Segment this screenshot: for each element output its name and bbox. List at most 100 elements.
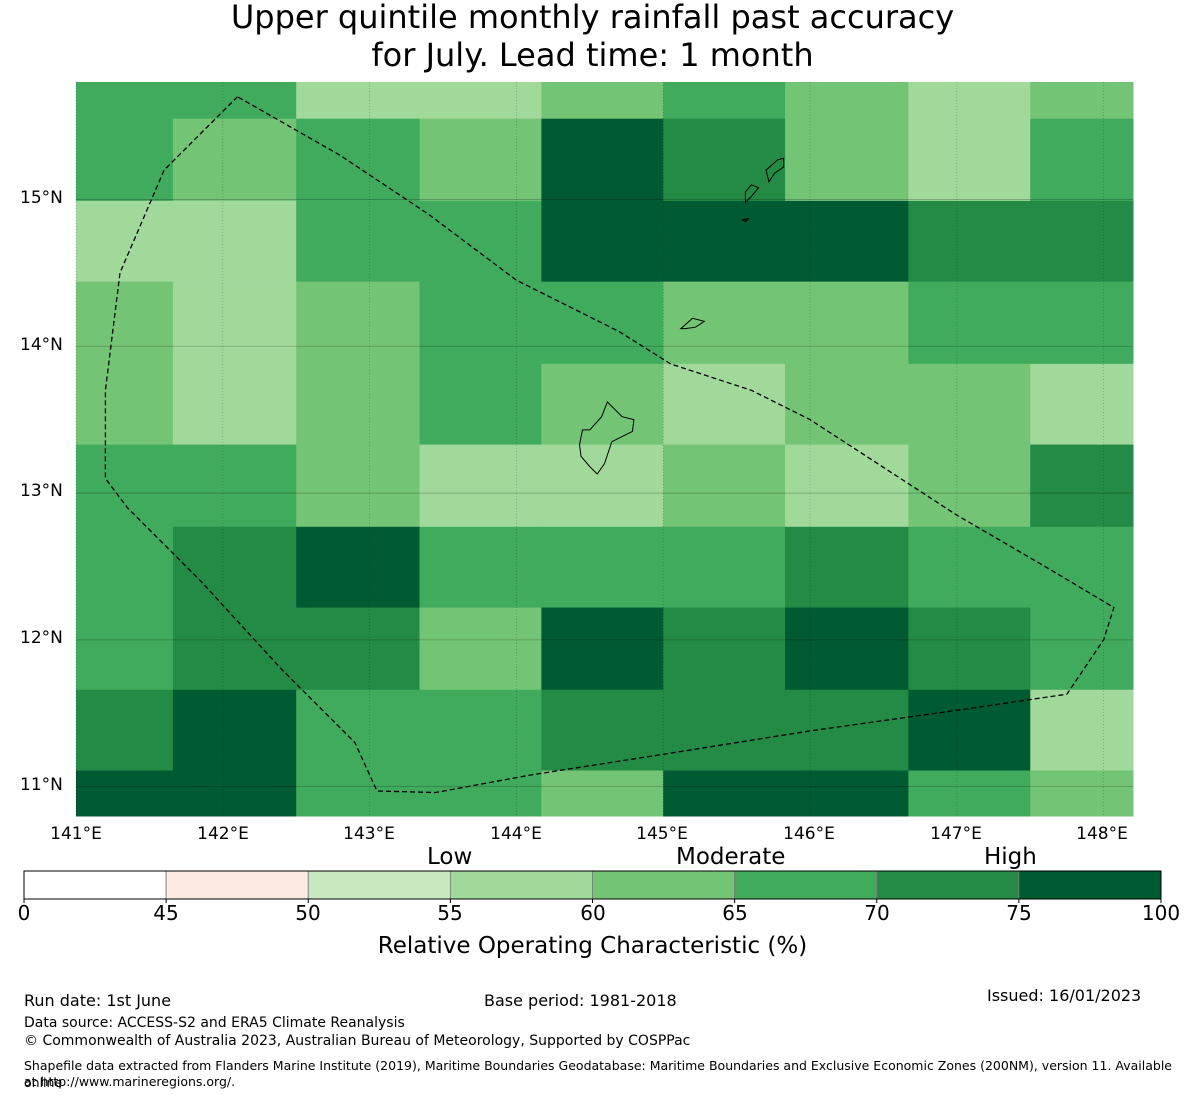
grid-cell-r9-c0 bbox=[76, 770, 174, 817]
grid-cell-r6-c0 bbox=[76, 526, 174, 609]
grid-cell-r8-c7 bbox=[908, 689, 1031, 771]
grid-cell-r0-c8 bbox=[1030, 82, 1134, 120]
grid-cell-r4-c0 bbox=[76, 363, 174, 446]
grid-cell-r2-c5 bbox=[663, 200, 786, 283]
grid-cell-r0-c1 bbox=[172, 82, 297, 120]
grid-cell-r9-c6 bbox=[785, 770, 909, 817]
grid-cell-r7-c1 bbox=[172, 607, 297, 691]
grid-cell-r3-c0 bbox=[76, 281, 174, 365]
colorbar-tick-70: 70 bbox=[864, 901, 890, 925]
colorbar-segment-7 bbox=[1018, 870, 1162, 900]
grid-cell-r4-c2 bbox=[296, 363, 421, 446]
colorbar-segment-1 bbox=[165, 870, 309, 900]
grid-cell-r7-c8 bbox=[1030, 607, 1134, 691]
colorbar-segment-3 bbox=[449, 870, 593, 900]
lon-label-147e: 147°E bbox=[930, 824, 982, 844]
grid-cell-r3-c2 bbox=[296, 281, 421, 365]
category-high: High bbox=[984, 844, 1037, 870]
colorbar-segment-6 bbox=[876, 870, 1020, 900]
grid-cell-r2-c8 bbox=[1030, 200, 1134, 283]
grid-cell-r6-c1 bbox=[172, 526, 297, 609]
grid-cell-r9-c7 bbox=[908, 770, 1031, 817]
grid-cell-r8-c4 bbox=[541, 689, 664, 771]
island-guam bbox=[578, 401, 635, 475]
graticule-layer bbox=[75, 82, 1133, 816]
grid-cell-r5-c6 bbox=[785, 444, 909, 528]
grid-cell-r2-c4 bbox=[541, 200, 664, 283]
colorbar bbox=[23, 870, 1162, 903]
grid-cell-r9-c3 bbox=[419, 770, 542, 817]
grid-cell-r8-c6 bbox=[785, 689, 909, 771]
copyright: © Commonwealth of Australia 2023, Austra… bbox=[24, 1033, 691, 1049]
island-aguijan bbox=[741, 217, 751, 223]
grid-cell-r4-c6 bbox=[785, 363, 909, 446]
shapefile-credit-line1: Shapefile data extracted from Flanders M… bbox=[24, 1058, 1172, 1090]
grid-cell-r6-c4 bbox=[541, 526, 664, 609]
grid-cells-layer bbox=[76, 82, 1134, 817]
grid-cell-r3-c6 bbox=[785, 281, 909, 365]
grid-cell-r9-c8 bbox=[1030, 770, 1134, 817]
lon-label-146e: 146°E bbox=[783, 824, 835, 844]
grid-cell-r4-c8 bbox=[1030, 363, 1134, 446]
grid-cell-r1-c8 bbox=[1030, 118, 1134, 202]
lon-label-142e: 142°E bbox=[197, 824, 249, 844]
grid-cell-r2-c2 bbox=[296, 200, 421, 283]
island-rota bbox=[679, 317, 706, 330]
category-moderate: Moderate bbox=[676, 844, 786, 870]
islands-layer bbox=[578, 157, 785, 475]
grid-cell-r1-c4 bbox=[541, 118, 664, 202]
grid-cell-r1-c7 bbox=[908, 118, 1031, 202]
grid-cell-r5-c8 bbox=[1030, 444, 1134, 528]
grid-cell-r7-c6 bbox=[785, 607, 909, 691]
grid-cell-r0-c7 bbox=[908, 82, 1031, 120]
lon-label-141e: 141°E bbox=[50, 824, 102, 844]
grid-cell-r7-c7 bbox=[908, 607, 1031, 691]
colorbar-segment-4 bbox=[592, 870, 736, 900]
colorbar-tick-50: 50 bbox=[295, 901, 321, 925]
run-date: Run date: 1st June bbox=[24, 991, 172, 1010]
lon-label-145e: 145°E bbox=[636, 824, 688, 844]
grid-cell-r2-c7 bbox=[908, 200, 1031, 283]
grid-cell-r3-c8 bbox=[1030, 281, 1134, 365]
colorbar-tick-75: 75 bbox=[1006, 901, 1032, 925]
grid-cell-r7-c0 bbox=[76, 607, 174, 691]
grid-cell-r1-c3 bbox=[419, 118, 542, 202]
grid-cell-r0-c2 bbox=[296, 82, 421, 120]
colorbar-segment-0 bbox=[23, 870, 167, 900]
grid-cell-r8-c0 bbox=[76, 689, 174, 771]
lat-label-13n: 13°N bbox=[20, 481, 63, 501]
chart-title-line2: for July. Lead time: 1 month bbox=[371, 36, 814, 74]
lon-label-148e: 148°E bbox=[1076, 824, 1128, 844]
grid-cell-r5-c5 bbox=[663, 444, 786, 528]
grid-cell-r3-c7 bbox=[908, 281, 1031, 365]
grid-cell-r4-c5 bbox=[663, 363, 786, 446]
grid-cell-r7-c4 bbox=[541, 607, 664, 691]
grid-cell-r5-c7 bbox=[908, 444, 1031, 528]
grid-cell-r6-c5 bbox=[663, 526, 786, 609]
grid-cell-r9-c5 bbox=[663, 770, 786, 817]
grid-cell-r0-c0 bbox=[76, 82, 174, 120]
grid-cell-r7-c5 bbox=[663, 607, 786, 691]
grid-cell-r1-c0 bbox=[76, 118, 174, 202]
grid-cell-r8-c8 bbox=[1030, 689, 1134, 771]
island-saipan bbox=[765, 157, 785, 184]
issued-date: Issued: 16/01/2023 bbox=[987, 986, 1142, 1005]
grid-cell-r4-c7 bbox=[908, 363, 1031, 446]
grid-cell-r1-c2 bbox=[296, 118, 421, 202]
grid-cell-r0-c5 bbox=[663, 82, 786, 120]
grid-cell-r9-c2 bbox=[296, 770, 421, 817]
colorbar-tick-100: 100 bbox=[1141, 901, 1181, 925]
grid-cell-r7-c2 bbox=[296, 607, 421, 691]
grid-cell-r3-c1 bbox=[172, 281, 297, 365]
grid-cell-r8-c5 bbox=[663, 689, 786, 771]
grid-cell-r9-c1 bbox=[172, 770, 297, 817]
grid-cell-r2-c1 bbox=[172, 200, 297, 283]
grid-cell-r6-c2 bbox=[296, 526, 421, 609]
grid-cell-r0-c4 bbox=[541, 82, 664, 120]
grid-cell-r5-c3 bbox=[419, 444, 542, 528]
colorbar-label: Relative Operating Characteristic (%) bbox=[377, 933, 808, 959]
lat-label-12n: 12°N bbox=[20, 628, 63, 648]
grid-cell-r3-c4 bbox=[541, 281, 664, 365]
grid-cell-r1-c1 bbox=[172, 118, 297, 202]
